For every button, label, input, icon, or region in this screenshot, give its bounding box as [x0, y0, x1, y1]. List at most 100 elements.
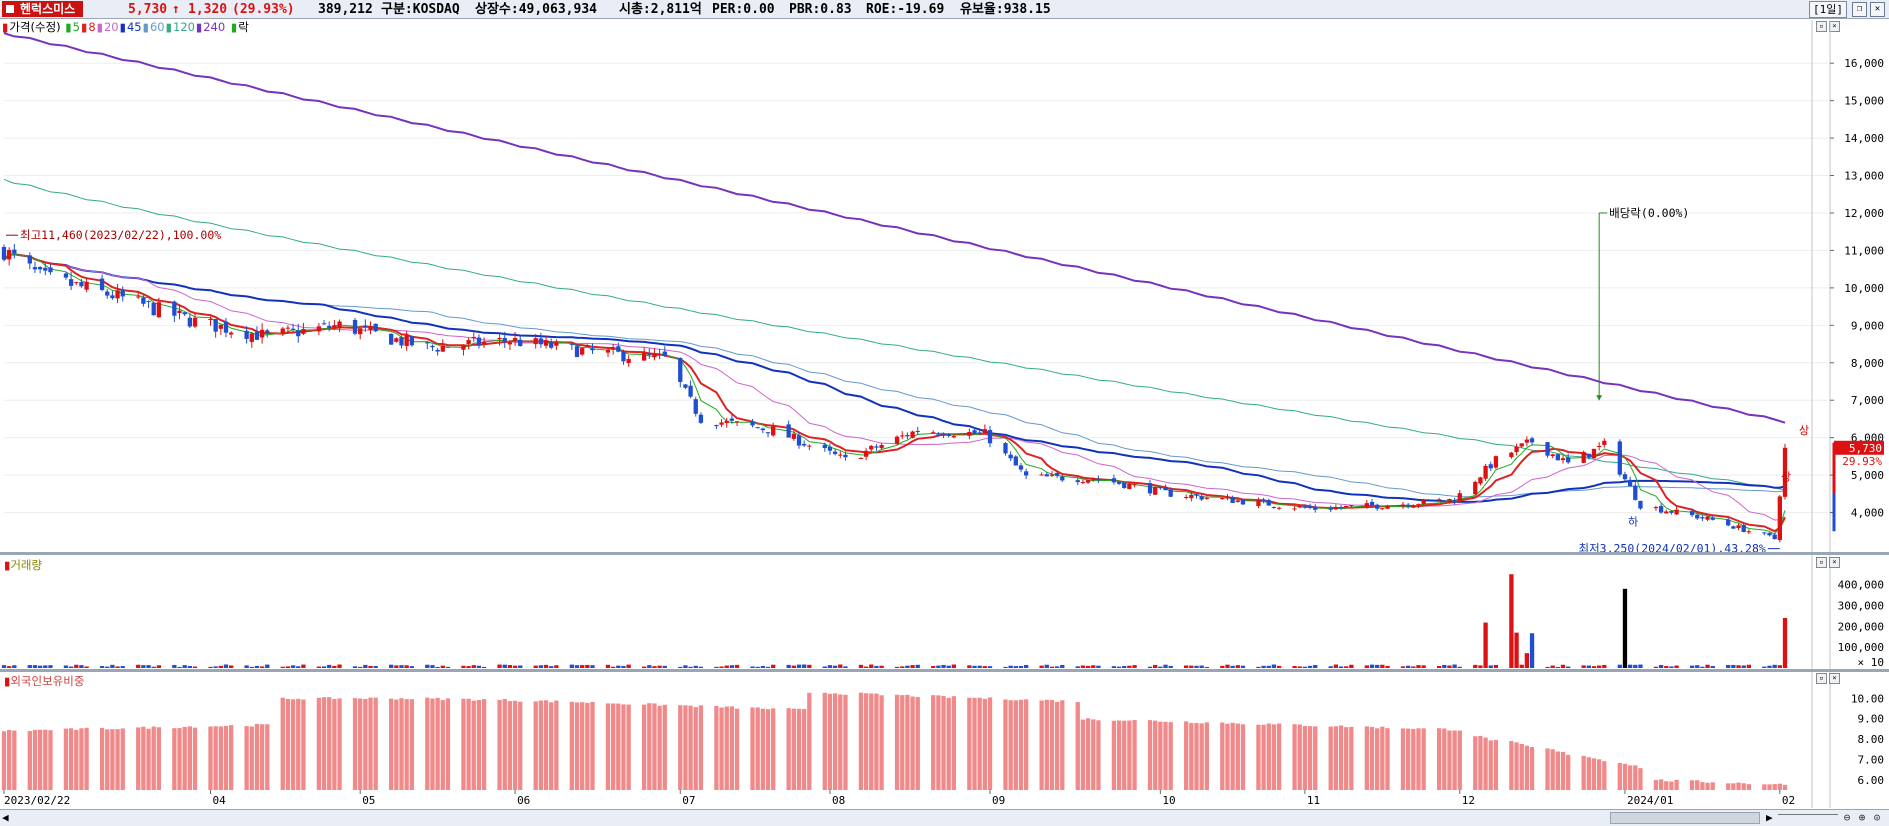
close-icon[interactable]: ✕ [1870, 2, 1885, 17]
volume-bar [1493, 664, 1499, 668]
stock-name-box[interactable]: 헨럭스미스 [2, 1, 84, 17]
candle-body [1488, 464, 1493, 469]
volume-bar [146, 665, 151, 668]
zoom-out-icon[interactable]: ⊖ [1843, 811, 1851, 824]
foreign-ownership-bar [554, 700, 559, 790]
legend-price-label[interactable]: 가격(수정) [9, 20, 61, 34]
volume-bar [585, 664, 590, 668]
panel-maximize-icon[interactable]: ▫ [1816, 21, 1827, 32]
zoom-fit-icon[interactable]: ⊙ [1873, 811, 1881, 824]
legend-ma-240[interactable]: 240 [203, 20, 226, 34]
x-axis-label: 06 [517, 794, 530, 807]
candle-body [1003, 443, 1008, 454]
foreign-ownership-bar [1122, 720, 1127, 790]
panel-close-icon[interactable]: × [1829, 673, 1840, 684]
foreign-ownership-bar [1674, 779, 1679, 790]
legend-ma-20[interactable]: 20 [103, 20, 119, 34]
volume-bar [982, 666, 987, 668]
candle-body [1545, 442, 1550, 456]
legend-ma-120[interactable]: 120 [172, 20, 195, 34]
legend-ex-label[interactable]: 락 [238, 20, 249, 34]
candle-body [425, 342, 430, 344]
candle-body [1127, 483, 1132, 489]
foreign-ownership-bar [502, 698, 507, 790]
candle-body [693, 399, 698, 414]
foreign-ownership-bar [259, 724, 265, 790]
scroll-thumb[interactable] [1610, 812, 1760, 824]
candle-body [1266, 500, 1271, 506]
volume-bar [1514, 632, 1519, 668]
candle-body [37, 267, 43, 270]
volume-bar [1710, 665, 1715, 668]
candle-body [796, 435, 802, 446]
panel-divider[interactable] [0, 669, 1889, 672]
legend-ma-5[interactable]: 5 [72, 20, 80, 34]
chart-scrollbar[interactable]: ◀ ▶ ⊖ ⊕ ⊙ [0, 809, 1889, 826]
price-tick-label: 7,000 [1851, 394, 1884, 407]
foreign-ownership-bar [1003, 699, 1008, 790]
candle-body [538, 338, 544, 345]
foreign-ownership-bar [1669, 781, 1674, 790]
volume-bar [1669, 666, 1674, 668]
volume-bar [678, 666, 683, 668]
scroll-left-icon[interactable]: ◀ [2, 811, 9, 824]
candle-body [827, 446, 833, 451]
volume-bar [1230, 665, 1235, 668]
foreign-ownership-bar [105, 729, 110, 790]
candle-body [1044, 474, 1049, 477]
per-value: PER:0.00 [712, 2, 775, 17]
restore-icon[interactable]: ❐ [1852, 2, 1867, 17]
candle-body [1132, 484, 1137, 486]
panel-divider[interactable] [0, 552, 1889, 555]
foreign-ownership-bar [1493, 739, 1499, 790]
candle-body [678, 358, 683, 382]
foreign-ownership-bar [900, 695, 905, 790]
candle-body [543, 340, 549, 346]
foreign-ownership-bar [905, 694, 910, 790]
volume-bar [1220, 665, 1225, 668]
candle-body [936, 434, 941, 436]
stock-name: 헨럭스미스 [20, 2, 76, 16]
candle-body [1199, 496, 1204, 500]
foreign-ownership-bar [425, 697, 430, 790]
high-annotation: 최고11,460(2023/02/22),100.00% [20, 228, 221, 242]
candle-body [879, 444, 884, 449]
candle-body [68, 279, 74, 286]
candle-body [502, 338, 507, 342]
volume-bar [1664, 665, 1669, 668]
foreign-ownership-bar [84, 727, 89, 790]
volume-bar [683, 665, 688, 668]
foreign-ownership-bar [832, 693, 838, 790]
foreign-ownership-bar [136, 727, 141, 790]
foreign-ownership-bar [719, 707, 724, 790]
foreign-ownership-bar [765, 709, 771, 790]
period-selector[interactable]: [1일] [1809, 1, 1847, 18]
volume-bar [832, 665, 838, 668]
volume-bar [626, 664, 631, 668]
scroll-right-icon[interactable]: ▶ [1766, 811, 1773, 824]
foreign-ownership-bar [1782, 784, 1788, 790]
foreign-ownership-bar [1529, 747, 1535, 790]
candle-body [910, 431, 915, 438]
zoom-in-icon[interactable]: ⊕ [1858, 811, 1866, 824]
foreign-ownership-bar [332, 699, 337, 790]
candle-body [1013, 456, 1018, 466]
volume-bar [1509, 574, 1514, 668]
panel-maximize-icon[interactable]: ▫ [1816, 557, 1827, 568]
foreign-ownership-bar [549, 702, 554, 790]
foreign-ownership-bar [621, 704, 626, 790]
candle-body [363, 325, 368, 328]
legend-ma-45[interactable]: 45 [126, 20, 142, 34]
volume-bar [110, 664, 115, 668]
foreign-ownership-bar [1519, 743, 1524, 790]
panel-close-icon[interactable]: × [1829, 557, 1840, 568]
legend-ma-8[interactable]: 8 [88, 20, 96, 34]
legend-ma-60[interactable]: 60 [149, 20, 165, 34]
panel-maximize-icon[interactable]: ▫ [1816, 673, 1827, 684]
volume-bar [512, 665, 518, 668]
candle-body [296, 330, 301, 337]
volume-bar [1385, 665, 1390, 668]
volume-bar [1276, 665, 1282, 668]
zoom-slider[interactable] [1778, 814, 1838, 823]
